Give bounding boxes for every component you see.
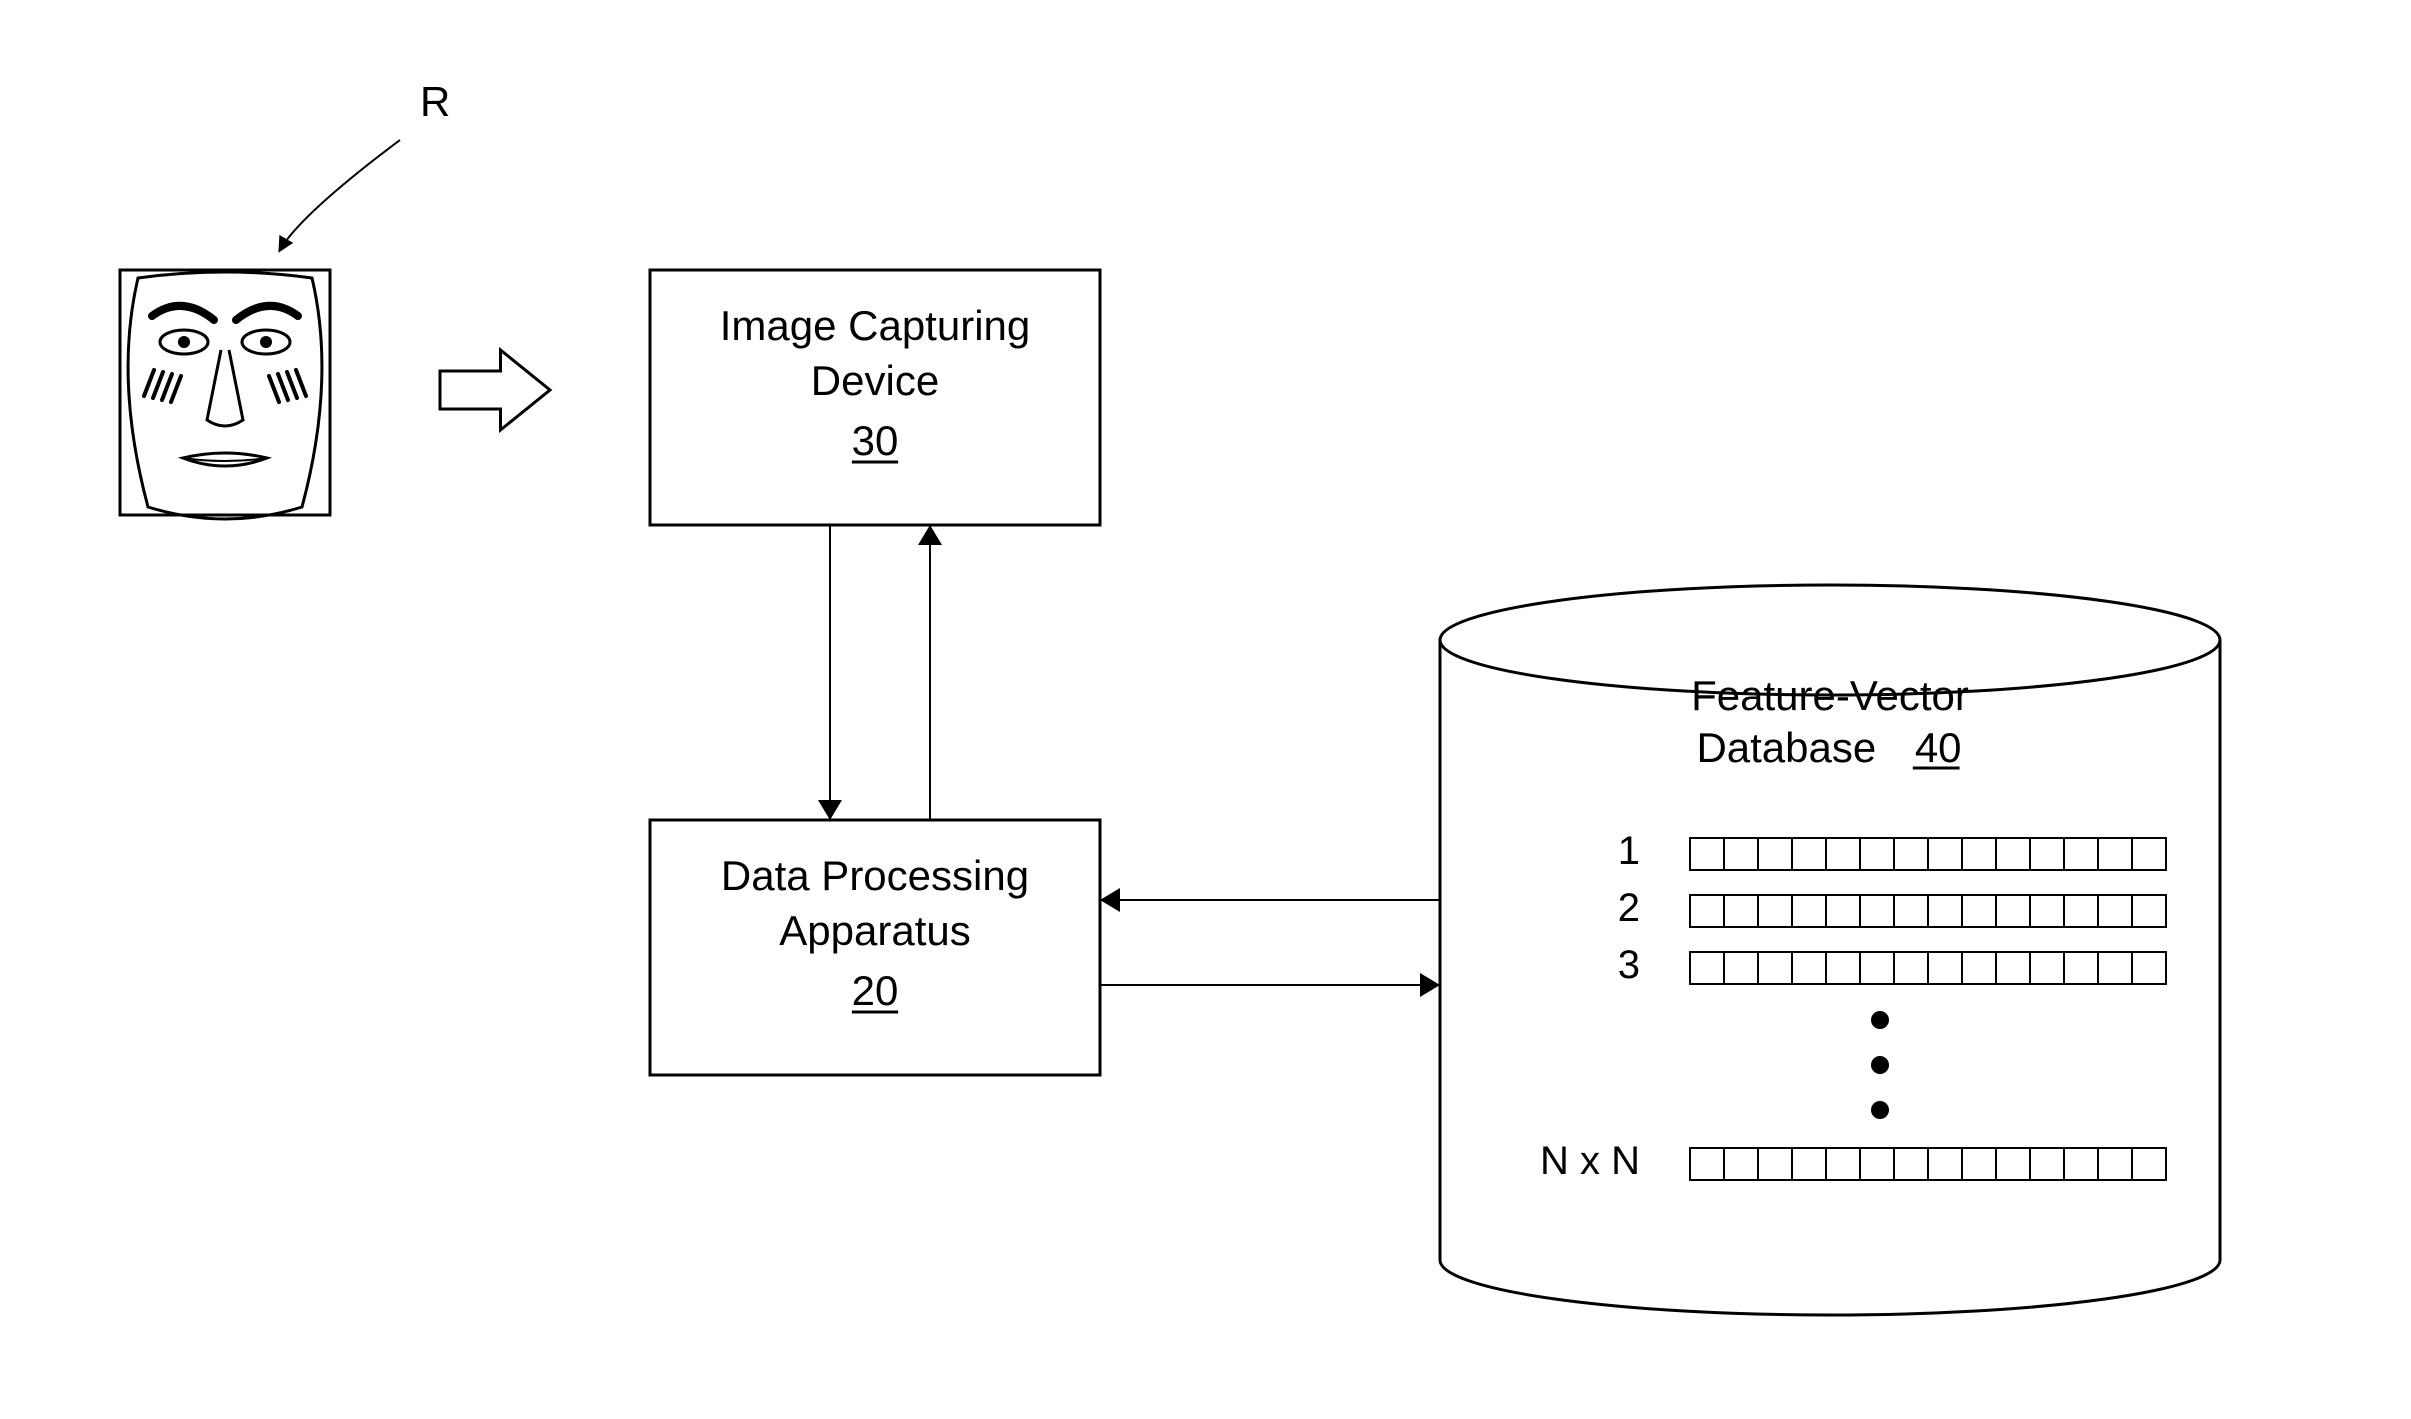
data-processing-apparatus-line2: Apparatus bbox=[779, 907, 970, 954]
feature-vector-database: Feature-Vector Database 40 1 2 3 N x N bbox=[1440, 585, 2220, 1315]
data-processing-apparatus-ref: 20 bbox=[852, 967, 899, 1014]
db-ellipsis-dot bbox=[1871, 1011, 1889, 1029]
db-cell bbox=[1690, 1148, 1724, 1180]
db-cell bbox=[1826, 838, 1860, 870]
db-cell bbox=[2064, 1148, 2098, 1180]
db-cell bbox=[2132, 895, 2166, 927]
db-cell bbox=[2030, 895, 2064, 927]
db-cell bbox=[2132, 1148, 2166, 1180]
image-capturing-device-line2: Device bbox=[811, 357, 939, 404]
db-cell bbox=[1826, 1148, 1860, 1180]
db-cell bbox=[1996, 895, 2030, 927]
db-cell bbox=[1758, 952, 1792, 984]
db-cell bbox=[2132, 838, 2166, 870]
db-cell bbox=[1996, 952, 2030, 984]
db-cell bbox=[1996, 1148, 2030, 1180]
label-r: R bbox=[420, 78, 450, 125]
db-cell bbox=[1928, 952, 1962, 984]
db-cell bbox=[1962, 1148, 1996, 1180]
db-cell bbox=[1928, 1148, 1962, 1180]
db-cell bbox=[1894, 895, 1928, 927]
db-cell bbox=[2132, 952, 2166, 984]
db-cell bbox=[2030, 1148, 2064, 1180]
db-cell bbox=[1724, 838, 1758, 870]
db-cell bbox=[1894, 838, 1928, 870]
db-cell bbox=[1724, 952, 1758, 984]
pointer-r-arrow bbox=[280, 140, 400, 250]
db-cell bbox=[1826, 895, 1860, 927]
db-cell bbox=[2064, 895, 2098, 927]
db-cell bbox=[1724, 895, 1758, 927]
db-cell bbox=[2098, 952, 2132, 984]
db-cell bbox=[1758, 895, 1792, 927]
db-cell bbox=[1860, 952, 1894, 984]
db-cell bbox=[1758, 1148, 1792, 1180]
db-cell bbox=[1928, 838, 1962, 870]
db-cell bbox=[2030, 838, 2064, 870]
db-cell bbox=[1792, 952, 1826, 984]
db-cell bbox=[2098, 1148, 2132, 1180]
db-cell bbox=[1690, 838, 1724, 870]
db-row-label: 1 bbox=[1618, 829, 1640, 873]
db-cell bbox=[1860, 1148, 1894, 1180]
face-box bbox=[120, 270, 330, 515]
db-ellipsis-dot bbox=[1871, 1101, 1889, 1119]
db-cell bbox=[1690, 952, 1724, 984]
db-cell bbox=[1996, 838, 2030, 870]
db-cell bbox=[1860, 838, 1894, 870]
db-cell bbox=[1928, 895, 1962, 927]
db-cell bbox=[1962, 952, 1996, 984]
db-cell bbox=[2098, 895, 2132, 927]
input-arrow bbox=[440, 350, 550, 430]
image-capturing-device-line1: Image Capturing bbox=[720, 302, 1031, 349]
image-capturing-device-ref: 30 bbox=[852, 417, 899, 464]
db-row-label: 2 bbox=[1618, 886, 1640, 930]
db-cell bbox=[1792, 895, 1826, 927]
db-title1: Feature-Vector bbox=[1691, 672, 1969, 719]
db-cell bbox=[2098, 838, 2132, 870]
db-row-label: 3 bbox=[1618, 943, 1640, 987]
db-row-label: N x N bbox=[1540, 1139, 1640, 1183]
db-cell bbox=[1826, 952, 1860, 984]
db-cell bbox=[1690, 895, 1724, 927]
db-title2: Database bbox=[1696, 724, 1876, 771]
db-cell bbox=[1962, 838, 1996, 870]
db-cell bbox=[1894, 1148, 1928, 1180]
db-cell bbox=[1792, 1148, 1826, 1180]
db-cell bbox=[1962, 895, 1996, 927]
db-cell bbox=[1894, 952, 1928, 984]
data-processing-apparatus-line1: Data Processing bbox=[721, 852, 1029, 899]
db-cell bbox=[1758, 838, 1792, 870]
db-cell bbox=[2030, 952, 2064, 984]
db-cell bbox=[1724, 1148, 1758, 1180]
db-cell bbox=[1792, 838, 1826, 870]
db-cell bbox=[2064, 838, 2098, 870]
db-ref: 40 bbox=[1915, 724, 1962, 771]
db-ellipsis-dot bbox=[1871, 1056, 1889, 1074]
face-icon bbox=[128, 272, 322, 519]
db-cell bbox=[2064, 952, 2098, 984]
db-cell bbox=[1860, 895, 1894, 927]
